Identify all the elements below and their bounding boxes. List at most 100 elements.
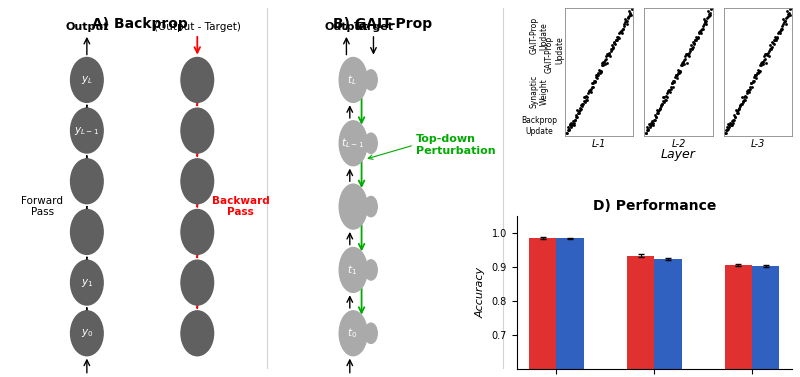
Point — [618, 16, 631, 22]
Circle shape — [339, 184, 367, 229]
Point — [780, 14, 793, 20]
Point — [594, 68, 606, 74]
Point — [697, 23, 710, 29]
Circle shape — [70, 159, 103, 204]
Point — [698, 16, 710, 22]
Point — [784, 6, 797, 12]
Point — [758, 56, 771, 62]
Point — [667, 79, 680, 85]
Point — [582, 87, 595, 93]
Bar — [654, 259, 682, 377]
Point — [624, 10, 637, 16]
Circle shape — [70, 210, 103, 254]
Point — [586, 80, 598, 86]
Point — [572, 108, 585, 114]
Text: $y_L$: $y_L$ — [81, 74, 93, 86]
Point — [736, 98, 749, 104]
Point — [742, 88, 754, 94]
Point — [739, 94, 752, 100]
Point — [621, 21, 634, 27]
Point — [568, 120, 581, 126]
Point — [781, 8, 794, 14]
Point — [578, 99, 591, 105]
Point — [654, 103, 667, 109]
Point — [723, 124, 736, 130]
Point — [767, 41, 780, 47]
Circle shape — [181, 260, 214, 305]
Point — [576, 101, 589, 107]
Point — [590, 72, 603, 78]
Point — [783, 12, 796, 18]
Circle shape — [70, 311, 103, 356]
Point — [776, 23, 789, 29]
Point — [674, 63, 687, 69]
Point — [595, 63, 608, 69]
Point — [597, 59, 610, 65]
Point — [590, 72, 602, 78]
Point — [724, 121, 737, 127]
Point — [618, 23, 630, 29]
Point — [615, 30, 628, 36]
Point — [777, 16, 790, 22]
Point — [598, 57, 611, 63]
Point — [676, 62, 689, 68]
Point — [584, 87, 597, 93]
Circle shape — [339, 311, 367, 356]
Point — [582, 88, 595, 94]
Point — [563, 121, 576, 127]
Point — [759, 60, 772, 66]
Point — [575, 102, 588, 108]
Text: $y_{L-1}$: $y_{L-1}$ — [74, 124, 99, 136]
Point — [762, 48, 775, 54]
Text: $t_0$: $t_0$ — [347, 326, 357, 340]
Point — [671, 70, 684, 76]
Point — [648, 116, 661, 123]
Point — [778, 18, 791, 24]
Point — [650, 114, 662, 120]
Point — [585, 86, 598, 92]
Point — [661, 90, 674, 96]
Point — [654, 102, 667, 108]
Point — [664, 89, 677, 95]
Point — [738, 93, 750, 100]
Point — [723, 120, 736, 126]
Point — [698, 21, 710, 27]
Text: (Output - Target): (Output - Target) — [154, 22, 241, 32]
Point — [761, 52, 774, 58]
Point — [573, 110, 586, 116]
Point — [594, 69, 607, 75]
Text: Output: Output — [325, 22, 368, 32]
Point — [593, 70, 606, 76]
Text: Output: Output — [65, 22, 109, 32]
Point — [667, 78, 680, 84]
Bar — [725, 265, 752, 377]
Circle shape — [70, 57, 103, 103]
Point — [590, 74, 602, 80]
Point — [749, 72, 762, 78]
Point — [764, 46, 777, 52]
Point — [574, 104, 586, 110]
Point — [693, 29, 706, 35]
Point — [622, 8, 635, 14]
Point — [748, 74, 761, 80]
X-axis label: L-1: L-1 — [592, 139, 606, 149]
Text: $y_0$: $y_0$ — [81, 327, 93, 339]
Point — [782, 10, 795, 16]
Point — [570, 114, 582, 120]
Point — [746, 78, 759, 84]
Circle shape — [365, 260, 378, 280]
Point — [639, 130, 652, 136]
Point — [754, 60, 767, 66]
Point — [600, 51, 613, 57]
Point — [643, 122, 656, 128]
Point — [699, 18, 712, 24]
Point — [575, 103, 588, 109]
Point — [665, 84, 678, 90]
Point — [604, 48, 617, 54]
Point — [620, 18, 633, 24]
Point — [758, 57, 770, 63]
Point — [730, 110, 743, 116]
Point — [571, 107, 584, 113]
Point — [691, 34, 704, 40]
Point — [722, 126, 734, 132]
